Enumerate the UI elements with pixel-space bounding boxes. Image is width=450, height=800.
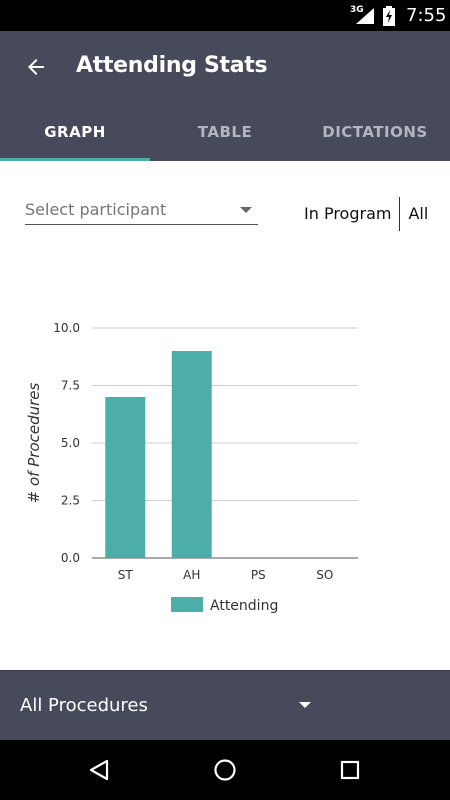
tab-bar: GRAPH TABLE DICTATIONS <box>0 103 450 161</box>
signal-icon <box>356 8 374 24</box>
y-tick-label: 2.5 <box>61 494 80 508</box>
in-program-option[interactable]: In Program <box>304 204 392 223</box>
legend-label: Attending <box>210 598 278 614</box>
back-button[interactable] <box>14 45 58 89</box>
x-tick-label: AH <box>183 568 200 582</box>
clock: 7:55 <box>406 5 447 26</box>
system-nav-bar <box>0 740 450 800</box>
x-tick-label: PS <box>251 568 266 582</box>
nav-back-button[interactable] <box>79 750 119 790</box>
participant-select[interactable]: Select participant <box>25 197 258 225</box>
dropdown-caret-icon <box>299 702 311 708</box>
procedure-filter-label: All Procedures <box>20 695 148 716</box>
nav-home-icon <box>214 759 236 781</box>
participant-select-placeholder: Select participant <box>25 200 167 219</box>
y-tick-label: 0.0 <box>61 551 80 565</box>
tab-dictations[interactable]: DICTATIONS <box>300 103 450 161</box>
y-tick-label: 10.0 <box>53 321 80 335</box>
tab-dictations-label: DICTATIONS <box>322 123 428 141</box>
battery-charging-icon <box>383 6 395 26</box>
dropdown-caret-icon <box>240 207 252 213</box>
nav-back-icon <box>89 759 109 781</box>
tab-table-label: TABLE <box>197 123 253 141</box>
tab-indicator <box>0 158 150 161</box>
arrow-back-icon <box>28 59 44 75</box>
x-tick-label: ST <box>118 568 134 582</box>
procedure-filter-select[interactable]: All Procedures <box>0 670 450 740</box>
y-tick-label: 5.0 <box>61 436 80 450</box>
app-bar: Attending Stats <box>0 31 450 103</box>
nav-recents-icon <box>340 760 360 780</box>
program-filter-toggle: In Program All <box>296 197 436 231</box>
tab-graph[interactable]: GRAPH <box>0 103 150 161</box>
legend-swatch <box>171 597 203 612</box>
status-bar: 3G 7:55 <box>0 0 450 31</box>
network-type: 3G <box>350 5 364 15</box>
y-tick-label: 7.5 <box>61 379 80 393</box>
toggle-divider <box>399 197 401 231</box>
bar-st <box>105 397 146 558</box>
page-title: Attending Stats <box>76 53 268 78</box>
x-tick-label: SO <box>316 568 333 582</box>
tab-table[interactable]: TABLE <box>150 103 300 161</box>
procedures-bar-chart: 0.0 2.5 5.0 7.5 10.0 # of Procedures ST AH PS SO A… <box>25 321 358 614</box>
tab-graph-label: GRAPH <box>44 123 106 141</box>
y-axis-label: # of Procedures <box>25 382 43 503</box>
all-option[interactable]: All <box>408 204 429 223</box>
nav-home-button[interactable] <box>205 750 245 790</box>
nav-recents-button[interactable] <box>330 750 370 790</box>
bar-ah <box>171 351 212 558</box>
